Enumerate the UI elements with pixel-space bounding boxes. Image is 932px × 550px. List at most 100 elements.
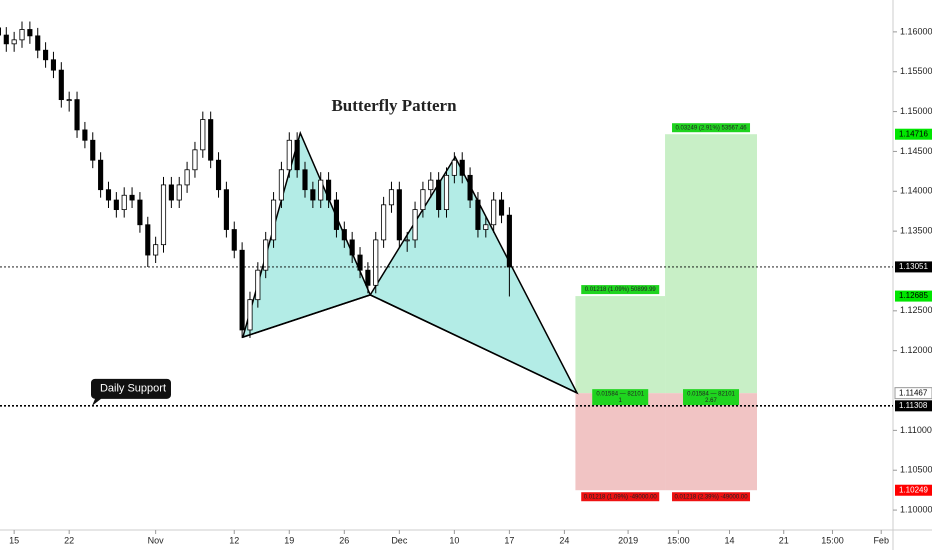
- price-tag-label: 1.13051: [899, 262, 928, 271]
- candle-body: [239, 249, 245, 331]
- callout-text: Daily Support: [100, 383, 166, 395]
- price-tag-label: 1.10249: [899, 485, 928, 494]
- y-tick-label: 1.15000: [900, 106, 932, 116]
- x-tick-label: Feb: [873, 535, 889, 545]
- candle-body: [310, 189, 316, 201]
- candle-body: [192, 149, 198, 171]
- candle-body: [278, 169, 284, 201]
- candle-body: [74, 99, 80, 131]
- candle-body: [90, 139, 96, 161]
- stop-label: 0.01218 (2.39%) -49000.00: [674, 494, 748, 500]
- y-tick-label: 1.10500: [900, 465, 932, 475]
- candle-body: [43, 49, 49, 61]
- candle-body: [255, 269, 261, 301]
- candle-body: [302, 169, 308, 191]
- price-tag: [895, 484, 932, 496]
- x-tick-label: 26: [339, 535, 349, 545]
- candle-body: [3, 34, 9, 45]
- candle-body: [200, 119, 206, 151]
- x-tick-label: 10: [449, 535, 459, 545]
- x-tick-label: 22: [64, 535, 74, 545]
- stop-zone: [665, 393, 758, 491]
- candle-body: [404, 239, 410, 242]
- candle-body: [247, 299, 253, 331]
- candle-body: [357, 254, 363, 271]
- x-tick-label: 12: [229, 535, 239, 545]
- candle-body: [82, 129, 88, 141]
- candle-body: [168, 184, 174, 201]
- candle-body: [318, 179, 324, 201]
- candle-body: [412, 209, 418, 241]
- candle-body: [58, 69, 64, 101]
- candle-body: [436, 179, 442, 211]
- candle-body: [443, 174, 450, 211]
- candle-body: [467, 174, 473, 201]
- candle-body: [153, 244, 159, 256]
- candle-body: [506, 214, 512, 268]
- candle-body: [294, 139, 300, 171]
- candle-body: [365, 269, 371, 286]
- candle-body: [498, 199, 505, 216]
- x-tick-label: 2019: [618, 535, 638, 545]
- x-tick-label: Nov: [148, 535, 165, 545]
- ratio-label: 1: [619, 398, 623, 404]
- x-tick-label: 15:00: [821, 535, 844, 545]
- chart-title: Butterfly Pattern: [331, 96, 457, 115]
- target-zone: [575, 296, 666, 394]
- mid-label: 0.01584 — 82101: [687, 392, 735, 398]
- pattern-xbd: [242, 294, 578, 394]
- candle-body: [373, 239, 379, 286]
- candle-body: [341, 229, 347, 241]
- candle-body: [223, 189, 229, 230]
- x-tick-label: 19: [284, 535, 294, 545]
- price-tag-label: 1.11308: [899, 401, 928, 410]
- x-tick-label: Dec: [391, 535, 408, 545]
- price-tag: [895, 128, 932, 140]
- candle-body: [388, 189, 395, 206]
- price-tag: [894, 387, 932, 400]
- x-tick-label: 17: [504, 535, 514, 545]
- label-box: [672, 123, 751, 133]
- target-label: 0.03249 (2.91%) 53567.46: [675, 125, 747, 131]
- x-tick-label: 15: [9, 535, 19, 545]
- candle-body: [420, 189, 426, 211]
- candle-body: [483, 224, 489, 230]
- candle-body: [215, 159, 222, 191]
- callout-box: [91, 378, 171, 406]
- candle-body: [176, 184, 182, 201]
- candle-body: [121, 194, 127, 211]
- mid-label: 0.01584 — 82101: [596, 392, 644, 398]
- candle-body: [0, 27, 1, 36]
- candle-body: [35, 35, 41, 51]
- candle-body: [66, 99, 72, 102]
- y-tick-label: 1.12000: [900, 345, 932, 355]
- candle-body: [105, 189, 112, 201]
- label-box: [592, 389, 649, 406]
- candle-body: [475, 199, 481, 230]
- candle-body: [137, 199, 143, 226]
- y-tick-label: 1.12500: [900, 305, 932, 315]
- candle-body: [396, 189, 402, 241]
- y-tick-label: 1.14000: [900, 186, 932, 196]
- y-tick-label: 1.15500: [900, 66, 932, 76]
- ratio-label: 2.67: [705, 398, 717, 404]
- candle-body: [381, 204, 387, 241]
- candle-body: [270, 199, 277, 241]
- price-tag-label: 1.14716: [899, 129, 928, 138]
- y-tick-label: 1.14500: [900, 146, 932, 156]
- candle-body: [286, 139, 292, 171]
- candle-body: [98, 159, 104, 191]
- candle-body: [19, 29, 25, 41]
- target-zone: [665, 134, 758, 394]
- candle-body: [145, 224, 151, 256]
- price-tag: [895, 290, 932, 302]
- x-tick-label: 14: [724, 535, 734, 545]
- candle-body: [428, 179, 434, 191]
- candle-body: [349, 239, 355, 256]
- x-tick-label: 15:00: [667, 535, 690, 545]
- candle-body: [231, 229, 237, 251]
- label-box: [581, 285, 660, 295]
- candle-body: [50, 59, 57, 71]
- stop-zone: [575, 393, 666, 491]
